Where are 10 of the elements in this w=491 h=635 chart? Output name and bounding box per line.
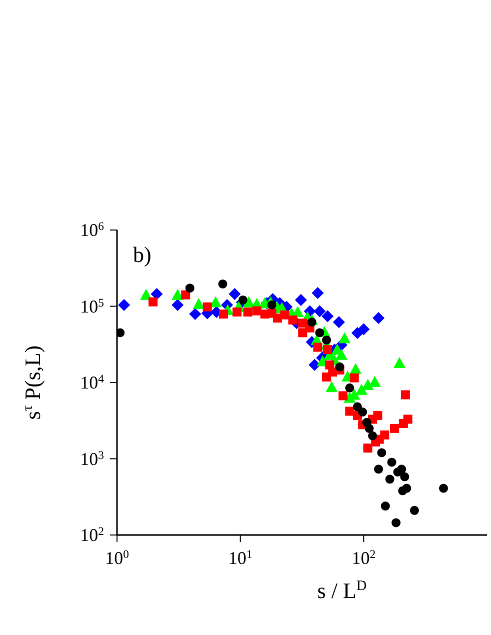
- x-tick-label: 10$^{1}$: [228, 548, 252, 568]
- y-tick-label: 10$^{5}$: [80, 296, 104, 316]
- y-tick-label: 10$^{6}$: [80, 220, 104, 240]
- y-tick-label: 10$^{4}$: [80, 372, 104, 392]
- x-axis-title: s / L$^{D}$: [317, 578, 367, 603]
- x-tick-label: 10$^{2}$: [352, 548, 376, 568]
- annotation: b): [133, 242, 152, 267]
- x-tick-label: 10$^{0}$: [105, 548, 130, 568]
- y-tick-label: 10$^{3}$: [80, 448, 104, 469]
- y-tick-label: 10$^{2}$: [80, 524, 104, 545]
